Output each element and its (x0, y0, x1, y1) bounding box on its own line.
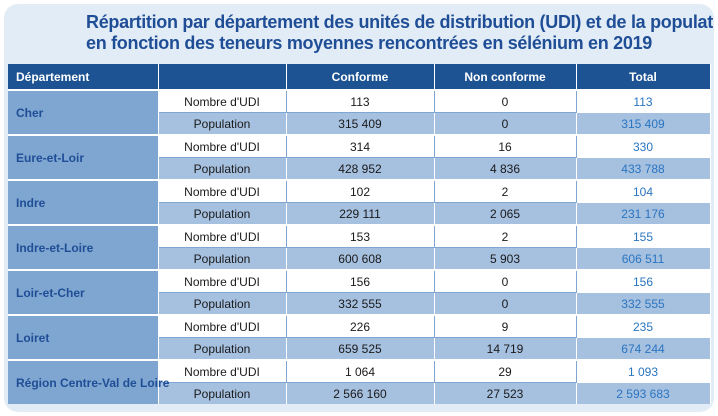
row-label: Population (158, 112, 287, 135)
cell-conforme: 2 566 160 (286, 382, 435, 404)
row-label: Population (158, 202, 287, 225)
department-name: Région Centre-Val de Loire (8, 359, 169, 404)
cell-total: 674 244 (576, 337, 711, 360)
cell-total: 606 511 (576, 247, 711, 270)
department-name: Indre-et-Loire (8, 224, 159, 270)
row-label: Population (158, 337, 287, 360)
cell-non-conforme: 2 (434, 224, 577, 248)
cell-conforme: 600 608 (286, 247, 435, 270)
cell-conforme: 332 555 (286, 292, 435, 315)
header-blank (158, 64, 287, 90)
table-row-population: Population 332 555 0 332 555 (8, 292, 711, 315)
cell-total: 330 (576, 134, 711, 158)
table-row-udi: Indre-et-Loire Nombre d'UDI 153 2 155 (8, 224, 711, 270)
cell-non-conforme: 4 836 (434, 157, 577, 180)
header-conforme: Conforme (286, 64, 435, 90)
table-row-udi: Loir-et-Cher Nombre d'UDI 156 0 156 (8, 269, 711, 315)
cell-total: 155 (576, 224, 711, 248)
table-body: Cher Nombre d'UDI 113 0 113 Population 315 409… (8, 89, 711, 404)
cell-conforme: 659 525 (286, 337, 435, 360)
table-row-udi: Région Centre-Val de Loire Nombre d'UDI 1 … (8, 359, 711, 404)
cell-non-conforme: 0 (434, 269, 577, 293)
cell-total: 231 176 (576, 202, 711, 225)
table-row-population: Population 600 608 5 903 606 511 (8, 247, 711, 270)
cell-non-conforme: 14 719 (434, 337, 577, 360)
cell-total: 156 (576, 269, 711, 293)
title-line-1: Répartition par département des unités d… (86, 12, 714, 32)
cell-non-conforme: 16 (434, 134, 577, 158)
cell-total: 2 593 683 (576, 382, 711, 404)
cell-conforme: 226 (286, 314, 435, 338)
cell-non-conforme: 9 (434, 314, 577, 338)
table-row-population: Population 428 952 4 836 433 788 (8, 157, 711, 180)
header-departement: Département (8, 64, 159, 90)
department-name: Cher (8, 89, 159, 135)
udi-table: Département Conforme Non conforme Total … (8, 64, 711, 404)
cell-non-conforme: 5 903 (434, 247, 577, 270)
table-row-population: Population 315 409 0 315 409 (8, 112, 711, 135)
cell-conforme: 315 409 (286, 112, 435, 135)
department-name: Loiret (8, 314, 159, 360)
cell-conforme: 229 111 (286, 202, 435, 225)
table-row-udi: Indre Nombre d'UDI 102 2 104 (8, 179, 711, 225)
row-label: Population (158, 382, 287, 404)
cell-conforme: 102 (286, 179, 435, 203)
row-label: Population (158, 247, 287, 270)
cell-conforme: 1 064 (286, 359, 435, 383)
cell-conforme: 314 (286, 134, 435, 158)
cell-non-conforme: 0 (434, 292, 577, 315)
cell-total: 113 (576, 89, 711, 113)
table-row-population: Population 229 111 2 065 231 176 (8, 202, 711, 225)
cell-total: 104 (576, 179, 711, 203)
title-line-2: en fonction des teneurs moyennes rencont… (86, 33, 652, 53)
cell-non-conforme: 29 (434, 359, 577, 383)
row-label: Nombre d'UDI (158, 89, 287, 113)
cell-total: 433 788 (576, 157, 711, 180)
cell-non-conforme: 2 (434, 179, 577, 203)
table-row-population: Population 659 525 14 719 674 244 (8, 337, 711, 360)
cell-non-conforme: 2 065 (434, 202, 577, 225)
row-label: Nombre d'UDI (158, 224, 287, 248)
table-row-udi: Cher Nombre d'UDI 113 0 113 (8, 89, 711, 135)
row-label: Nombre d'UDI (158, 134, 287, 158)
cell-total: 315 409 (576, 112, 711, 135)
table-row-population: Population 2 566 160 27 523 2 593 683 (8, 382, 711, 404)
cell-total: 235 (576, 314, 711, 338)
department-name: Eure-et-Loir (8, 134, 159, 180)
row-label: Population (158, 292, 287, 315)
department-name: Loir-et-Cher (8, 269, 159, 315)
row-label: Nombre d'UDI (158, 269, 287, 293)
header-non-conforme: Non conforme (434, 64, 577, 90)
document-frame: Répartition par département des unités d… (4, 4, 714, 412)
department-name: Indre (8, 179, 159, 225)
row-label: Nombre d'UDI (158, 179, 287, 203)
row-label: Nombre d'UDI (158, 314, 287, 338)
cell-conforme: 153 (286, 224, 435, 248)
cell-conforme: 428 952 (286, 157, 435, 180)
cell-non-conforme: 0 (434, 89, 577, 113)
cell-total: 332 555 (576, 292, 711, 315)
table-row-udi: Loiret Nombre d'UDI 226 9 235 (8, 314, 711, 360)
cell-non-conforme: 0 (434, 112, 577, 135)
cell-non-conforme: 27 523 (434, 382, 577, 404)
cell-conforme: 156 (286, 269, 435, 293)
row-label: Population (158, 157, 287, 180)
row-label: Nombre d'UDI (158, 359, 287, 383)
cell-conforme: 113 (286, 89, 435, 113)
table-header-row: Département Conforme Non conforme Total (8, 64, 711, 90)
table-row-udi: Eure-et-Loir Nombre d'UDI 314 16 330 (8, 134, 711, 180)
header-total: Total (576, 64, 711, 90)
cell-total: 1 093 (576, 359, 711, 383)
document-title: Répartition par département des unités d… (86, 12, 714, 54)
